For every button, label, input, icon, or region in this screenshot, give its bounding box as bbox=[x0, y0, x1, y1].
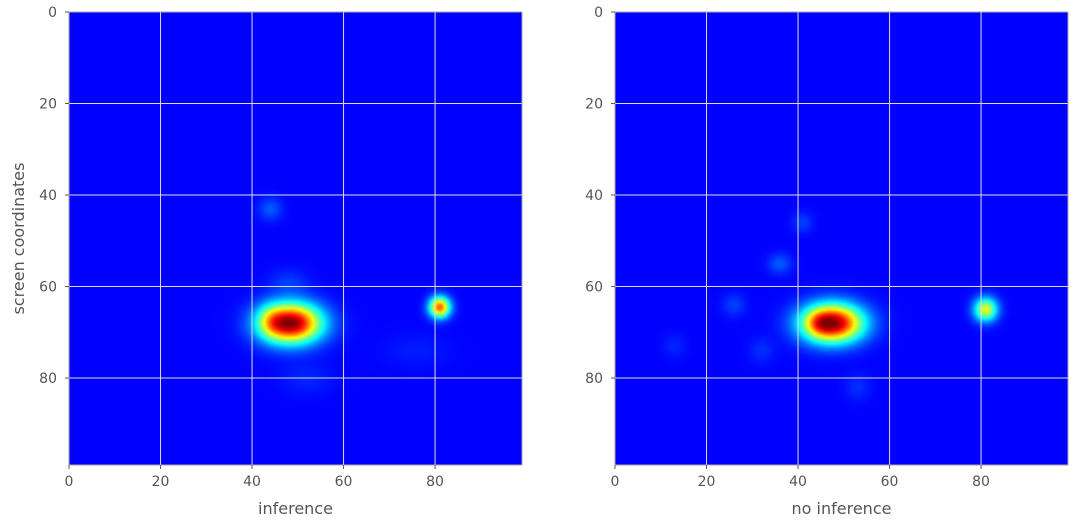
axes-frame bbox=[614, 11, 1069, 466]
x-axis-label: no inference bbox=[792, 499, 892, 518]
y-tick-label: 40 bbox=[585, 188, 603, 204]
y-tick-label: 80 bbox=[39, 371, 57, 387]
heatmap-panel-1: 0 20 40 60 80 0 20 40 60 80 inference screen coordi… bbox=[9, 5, 523, 518]
heatmap-panel-2: 0 20 40 60 80 0 20 40 60 80 no inference bbox=[585, 5, 1069, 518]
y-tick-label: 20 bbox=[585, 97, 603, 113]
y-tick-label: 0 bbox=[594, 5, 603, 21]
x-tick-label: 60 bbox=[335, 474, 353, 490]
y-tick-label: 0 bbox=[48, 5, 57, 21]
axes-frame bbox=[68, 11, 523, 466]
y-axis-label: screen coordinates bbox=[9, 163, 28, 315]
x-tick-label: 60 bbox=[881, 474, 899, 490]
y-tick-label: 40 bbox=[39, 188, 57, 204]
x-tick-label: 40 bbox=[789, 474, 807, 490]
x-tick-label: 80 bbox=[426, 474, 444, 490]
x-tick-label: 0 bbox=[611, 474, 620, 490]
y-tick-label: 60 bbox=[39, 280, 57, 296]
y-tick-label: 80 bbox=[585, 371, 603, 387]
x-tick-label: 20 bbox=[152, 474, 170, 490]
x-axis-label: inference bbox=[258, 499, 333, 518]
heatmap-image bbox=[615, 12, 1068, 465]
x-tick-label: 20 bbox=[698, 474, 716, 490]
y-tick-label: 60 bbox=[585, 280, 603, 296]
x-tick-label: 80 bbox=[972, 474, 990, 490]
x-tick-label: 40 bbox=[243, 474, 261, 490]
y-tick-label: 20 bbox=[39, 97, 57, 113]
x-tick-label: 0 bbox=[65, 474, 74, 490]
heatmap-image bbox=[69, 12, 522, 465]
